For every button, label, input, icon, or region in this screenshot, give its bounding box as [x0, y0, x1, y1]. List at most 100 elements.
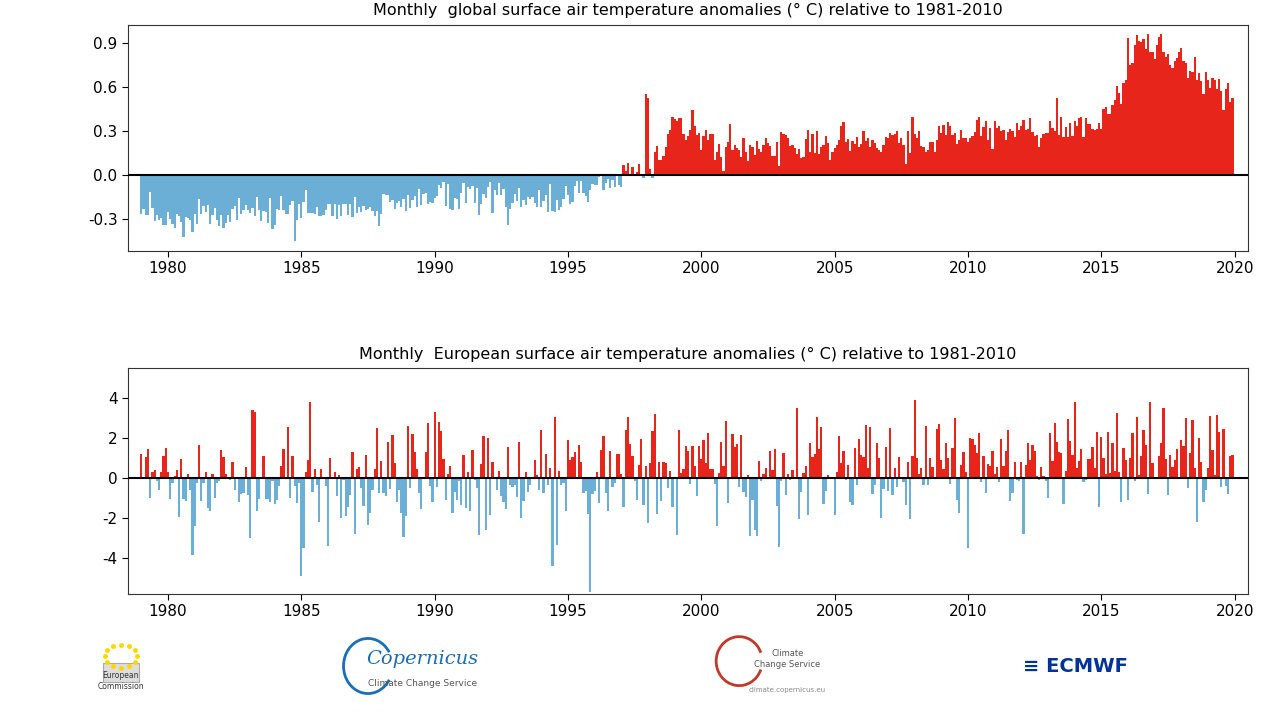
Bar	[1140, 42, 1143, 175]
Bar	[845, 142, 847, 175]
Bar	[428, 423, 429, 478]
Bar	[504, 478, 507, 510]
Bar	[340, 175, 343, 216]
Bar	[274, 175, 275, 225]
Bar	[676, 478, 678, 535]
Bar	[814, 454, 815, 478]
Bar	[941, 133, 942, 175]
Bar	[233, 478, 236, 490]
Bar	[289, 175, 292, 204]
Bar	[1036, 135, 1038, 175]
Bar	[920, 146, 923, 175]
Bar	[736, 148, 739, 175]
Bar	[147, 449, 148, 478]
Bar	[796, 408, 797, 478]
Bar	[814, 153, 815, 175]
Bar	[1060, 453, 1062, 478]
Bar	[829, 161, 831, 175]
Bar	[1169, 455, 1171, 478]
Bar	[969, 438, 972, 478]
Bar	[1075, 126, 1078, 175]
Bar	[142, 477, 145, 478]
Bar	[978, 433, 980, 478]
Bar	[458, 175, 461, 209]
Bar	[1167, 478, 1169, 495]
Bar	[899, 456, 900, 478]
Bar	[462, 175, 465, 183]
Bar	[393, 462, 396, 478]
Bar	[1056, 442, 1059, 478]
Bar	[891, 478, 893, 495]
Bar	[812, 134, 814, 175]
Bar	[305, 175, 307, 190]
Bar	[558, 175, 561, 210]
Bar	[549, 175, 552, 184]
Bar	[302, 175, 305, 202]
Bar	[731, 150, 733, 175]
Bar	[1027, 444, 1029, 478]
Bar	[191, 175, 193, 232]
Bar	[1117, 93, 1120, 175]
Bar	[269, 478, 271, 502]
Bar	[367, 478, 369, 526]
Bar	[332, 175, 334, 215]
Bar	[1041, 138, 1042, 175]
Bar	[1051, 128, 1053, 175]
Bar	[443, 459, 444, 478]
Bar	[625, 431, 627, 478]
Bar	[440, 175, 443, 189]
Bar	[147, 175, 148, 215]
Bar	[229, 478, 232, 480]
Bar	[444, 175, 447, 206]
Bar	[689, 478, 691, 485]
Bar	[1020, 126, 1023, 175]
Bar	[456, 175, 458, 199]
Bar	[1196, 478, 1198, 522]
Bar	[680, 473, 682, 478]
Bar	[1134, 478, 1135, 481]
Bar	[589, 478, 591, 592]
Bar	[467, 472, 468, 478]
Bar	[476, 478, 477, 488]
Bar	[387, 175, 389, 195]
Bar	[797, 478, 800, 519]
Bar	[447, 474, 449, 478]
Bar	[477, 175, 480, 215]
Bar	[627, 417, 628, 478]
Bar	[640, 175, 643, 176]
Bar	[842, 122, 845, 175]
Bar	[1229, 102, 1231, 175]
Bar	[154, 470, 156, 478]
Bar	[447, 175, 449, 184]
Bar	[207, 175, 209, 205]
Bar	[915, 458, 918, 478]
Bar	[365, 454, 367, 478]
Bar	[216, 175, 218, 220]
Bar	[232, 175, 233, 210]
Bar	[344, 175, 347, 204]
Bar	[887, 478, 890, 491]
Bar	[314, 469, 316, 478]
Bar	[863, 131, 865, 175]
Bar	[511, 175, 513, 203]
Bar	[398, 478, 401, 490]
Bar	[1000, 439, 1002, 478]
Bar	[612, 478, 613, 487]
Bar	[1120, 478, 1123, 502]
Bar	[183, 175, 184, 237]
Bar	[791, 145, 794, 175]
Bar	[529, 478, 531, 485]
Bar	[911, 456, 914, 478]
Bar	[836, 472, 838, 478]
Bar	[320, 469, 323, 478]
Bar	[1158, 456, 1160, 478]
Bar	[760, 478, 763, 482]
Bar	[978, 117, 980, 175]
Bar	[613, 478, 616, 483]
Bar	[909, 153, 911, 175]
Bar	[480, 175, 483, 204]
Bar	[924, 151, 927, 175]
Bar	[896, 131, 899, 175]
Bar	[525, 472, 527, 478]
Bar	[1138, 474, 1140, 478]
